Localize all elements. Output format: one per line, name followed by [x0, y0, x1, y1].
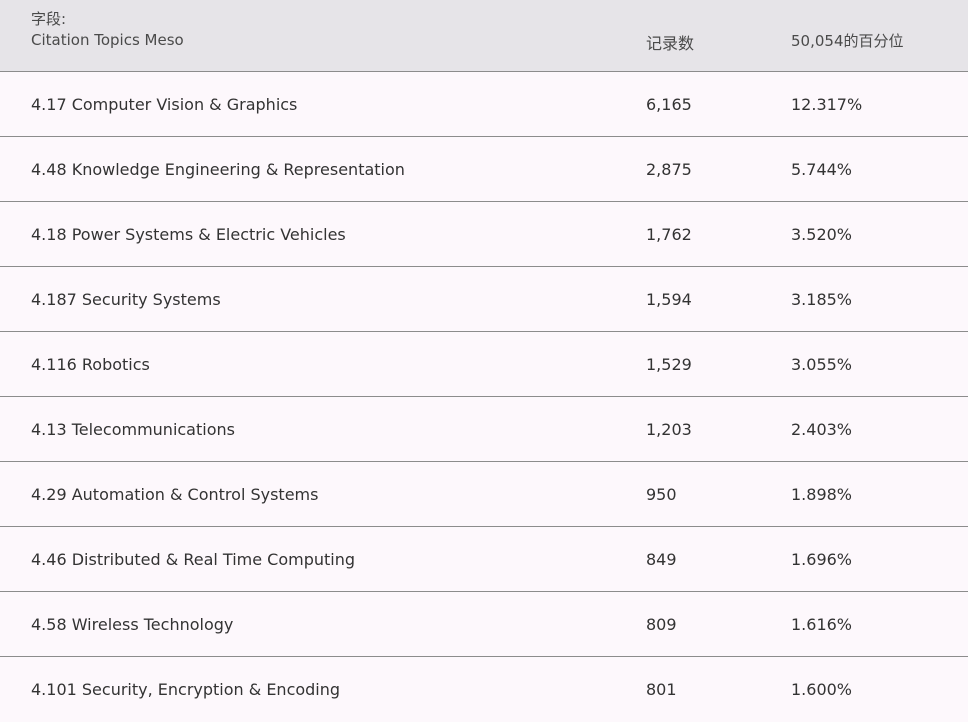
table-row[interactable]: 4.13 Telecommunications 1,203 2.403%	[0, 397, 968, 462]
record-count: 1,529	[646, 355, 692, 374]
topic-name: 4.116 Robotics	[31, 355, 150, 374]
record-count-header[interactable]: 记录数	[646, 34, 695, 53]
field-name-header[interactable]: Citation Topics Meso	[31, 31, 184, 49]
percent-value: 1.616%	[791, 615, 853, 634]
percent-header[interactable]: 50,054的百分位	[791, 32, 904, 50]
table-row[interactable]: 4.116 Robotics 1,529 3.055%	[0, 332, 968, 397]
topic-name: 4.18 Power Systems & Electric Vehicles	[31, 225, 346, 244]
topic-name: 4.48 Knowledge Engineering & Representat…	[31, 160, 405, 179]
record-count: 1,594	[646, 290, 692, 309]
topic-name: 4.17 Computer Vision & Graphics	[31, 95, 298, 114]
table-row[interactable]: 4.17 Computer Vision & Graphics 6,165 12…	[0, 72, 968, 137]
table-row[interactable]: 4.58 Wireless Technology 809 1.616%	[0, 592, 968, 657]
table-row[interactable]: 4.48 Knowledge Engineering & Representat…	[0, 137, 968, 202]
record-count: 6,165	[646, 95, 692, 114]
percent-value: 3.520%	[791, 225, 853, 244]
table-row[interactable]: 4.29 Automation & Control Systems 950 1.…	[0, 462, 968, 527]
topic-name: 4.58 Wireless Technology	[31, 615, 234, 634]
record-count: 950	[646, 485, 677, 504]
table-body: 4.17 Computer Vision & Graphics 6,165 12…	[0, 72, 968, 722]
table-row[interactable]: 4.187 Security Systems 1,594 3.185%	[0, 267, 968, 332]
table-row[interactable]: 4.18 Power Systems & Electric Vehicles 1…	[0, 202, 968, 267]
percent-value: 1.600%	[791, 680, 853, 699]
percent-value: 5.744%	[791, 160, 853, 179]
percent-value: 3.185%	[791, 290, 853, 309]
field-label: 字段:	[31, 10, 67, 28]
percent-value: 1.696%	[791, 550, 853, 569]
record-count: 2,875	[646, 160, 692, 179]
record-count: 849	[646, 550, 677, 569]
table-row[interactable]: 4.101 Security, Encryption & Encoding 80…	[0, 657, 968, 722]
topic-name: 4.101 Security, Encryption & Encoding	[31, 680, 341, 699]
percent-value: 3.055%	[791, 355, 853, 374]
record-count: 1,762	[646, 225, 692, 244]
percent-value: 2.403%	[791, 420, 853, 439]
record-count: 801	[646, 680, 677, 699]
topic-name: 4.13 Telecommunications	[31, 420, 235, 439]
topic-name: 4.46 Distributed & Real Time Computing	[31, 550, 356, 569]
topic-name: 4.187 Security Systems	[31, 290, 221, 309]
record-count: 809	[646, 615, 677, 634]
table-header: 字段: Citation Topics Meso 记录数 50,054的百分位	[0, 0, 968, 72]
percent-value: 12.317%	[791, 95, 863, 114]
percent-value: 1.898%	[791, 485, 853, 504]
topic-name: 4.29 Automation & Control Systems	[31, 485, 319, 504]
record-count: 1,203	[646, 420, 692, 439]
table-row[interactable]: 4.46 Distributed & Real Time Computing 8…	[0, 527, 968, 592]
